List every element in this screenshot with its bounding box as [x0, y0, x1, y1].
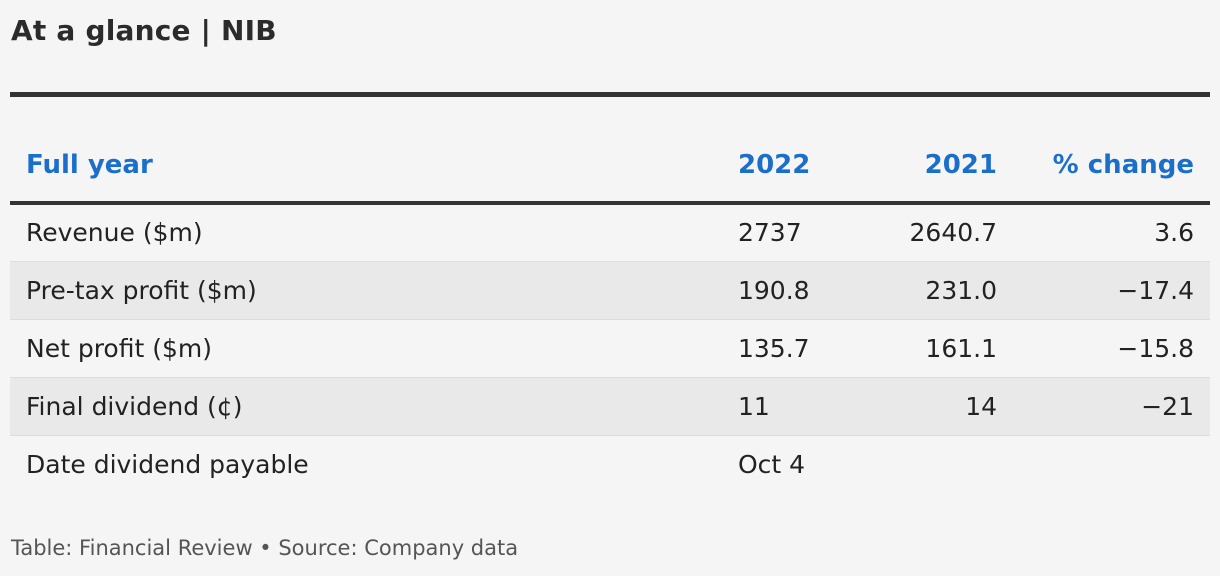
data-table-container: Full year 2022 2021 % change Revenue ($m…: [10, 92, 1210, 493]
table-row: Revenue ($m) 2737 2640.7 3.6: [10, 203, 1210, 262]
data-table: Full year 2022 2021 % change Revenue ($m…: [10, 97, 1210, 493]
table-row: Final dividend (¢) 11 14 −21: [10, 377, 1210, 436]
cell-change: −17.4: [1010, 261, 1210, 320]
table-row: Net profit ($m) 135.7 161.1 −15.8: [10, 319, 1210, 378]
cell-2021: 231.0: [830, 261, 1010, 320]
row-label: Revenue ($m): [10, 203, 650, 262]
cell-change: 3.6: [1010, 203, 1210, 262]
header-row: Full year 2022 2021 % change: [10, 97, 1210, 205]
cell-2022: 2737: [650, 203, 830, 262]
table-row: Date dividend payable Oct 4: [10, 435, 1210, 493]
row-label: Final dividend (¢): [10, 377, 650, 436]
cell-2021: [830, 435, 1010, 493]
cell-change: −15.8: [1010, 319, 1210, 378]
cell-change: [1010, 435, 1210, 493]
cell-2021: 2640.7: [830, 203, 1010, 262]
cell-change: −21: [1010, 377, 1210, 436]
row-label: Date dividend payable: [26, 449, 309, 479]
source-footer: Table: Financial Review • Source: Compan…: [11, 536, 519, 560]
row-label: Pre-tax profit ($m): [10, 261, 650, 320]
cell-2022: 135.7: [650, 319, 830, 378]
table-row: Pre-tax profit ($m) 190.8 231.0 −17.4: [10, 261, 1210, 320]
row-label: Net profit ($m): [10, 319, 650, 378]
cell-2021: 161.1: [830, 319, 1010, 378]
cell-2022: Oct 4: [738, 449, 806, 479]
column-header-2021: 2021: [830, 97, 1010, 205]
column-header-2022: 2022: [650, 97, 830, 205]
cell-2022: 190.8: [650, 261, 830, 320]
table-title: At a glance | NIB: [11, 14, 277, 47]
top-rule: [10, 92, 1210, 97]
column-header-full-year: Full year: [10, 97, 650, 205]
cell-2022: 11: [650, 377, 830, 436]
cell-2021: 14: [830, 377, 1010, 436]
column-header-change: % change: [1010, 97, 1210, 205]
